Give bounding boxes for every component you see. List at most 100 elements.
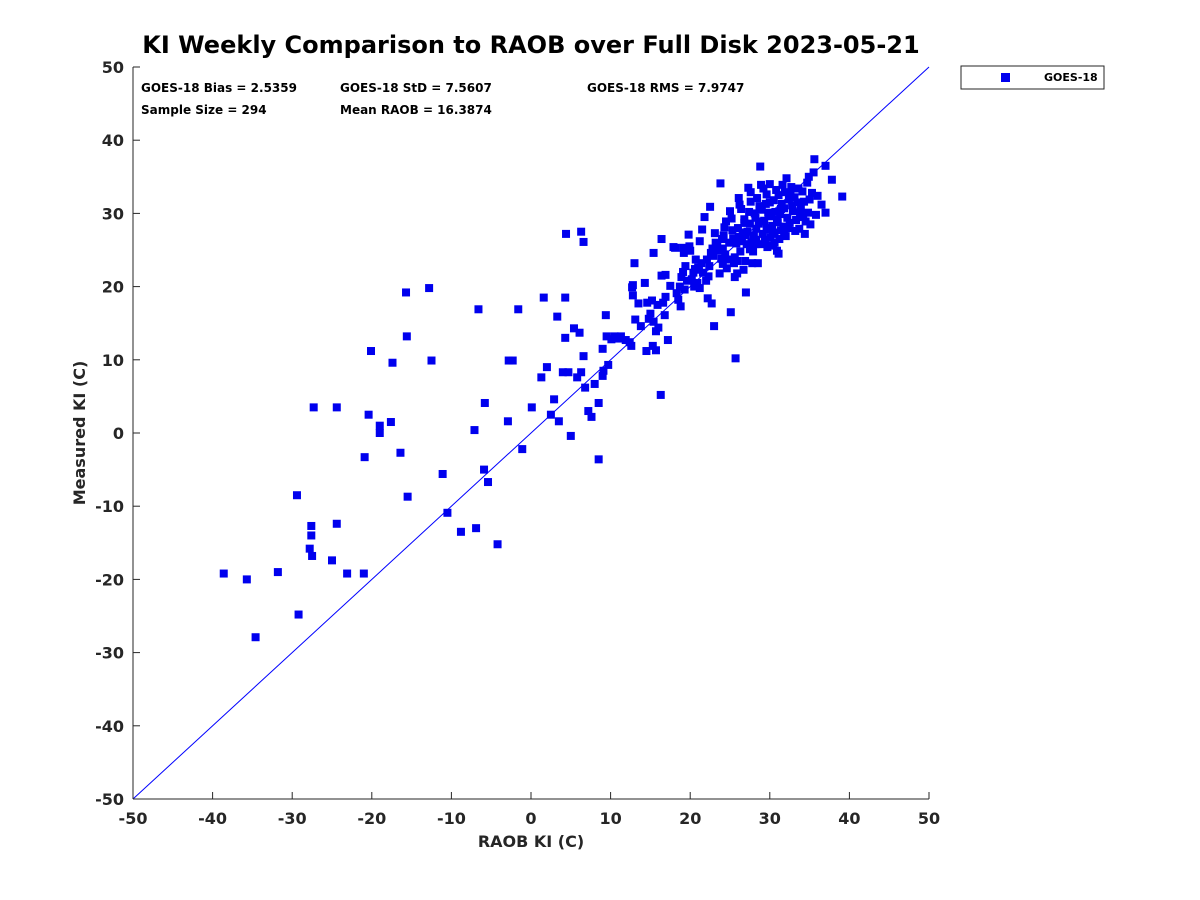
data-point [328, 556, 336, 565]
data-point [360, 453, 369, 462]
data-point [720, 223, 729, 232]
data-point [751, 240, 760, 249]
data-point [480, 465, 489, 474]
data-point [587, 412, 596, 421]
data-point [744, 183, 753, 192]
data-point [811, 210, 820, 219]
data-point [768, 221, 777, 230]
data-point [590, 379, 599, 388]
data-point [727, 214, 736, 223]
data-point [577, 227, 586, 236]
data-point [799, 213, 808, 222]
data-point [817, 200, 826, 209]
data-point [643, 298, 652, 307]
data-point [651, 346, 660, 355]
data-point [785, 218, 794, 227]
y-tick-label: -20 [95, 570, 124, 589]
data-point [518, 445, 527, 454]
x-tick-label: -40 [198, 809, 227, 828]
data-point [569, 324, 578, 333]
data-point [242, 575, 251, 584]
data-point [573, 373, 582, 382]
axes: -50 -40 -30 -20 -10 0 10 20 30 40 50 -50-40-30-20-… [95, 58, 940, 828]
y-tick-label: 20 [102, 278, 124, 297]
data-point [709, 251, 718, 260]
data-point [653, 300, 662, 309]
data-point [775, 235, 784, 244]
data-point [308, 551, 317, 560]
data-point [783, 213, 792, 222]
data-point [305, 544, 314, 553]
x-tick-label: 10 [599, 809, 621, 828]
data-point [774, 191, 783, 200]
x-tick-label: 50 [918, 809, 940, 828]
data-point [649, 317, 658, 326]
data-point [710, 322, 719, 331]
data-point [697, 259, 706, 268]
y-tick-label: 50 [102, 58, 124, 77]
data-point [659, 298, 668, 307]
data-point [375, 421, 384, 430]
data-point [562, 229, 571, 238]
data-point [343, 569, 352, 578]
data-point [527, 403, 536, 412]
data-point [725, 238, 734, 247]
data-point [780, 188, 789, 197]
data-point [679, 248, 688, 257]
data-point [706, 202, 715, 211]
data-point [782, 174, 791, 183]
data-point [367, 347, 376, 356]
data-point [695, 237, 704, 246]
data-point [734, 232, 743, 241]
data-point [402, 288, 411, 297]
data-point [730, 253, 739, 262]
data-point [359, 569, 368, 578]
data-point [542, 363, 551, 372]
data-point [731, 354, 740, 363]
data-point [219, 569, 228, 578]
data-point [503, 417, 512, 426]
data-point [698, 225, 707, 234]
data-point [705, 262, 714, 271]
data-point [364, 410, 373, 419]
x-tick-label: -20 [357, 809, 386, 828]
data-point [791, 226, 800, 235]
data-point [294, 610, 303, 619]
stat-bias: GOES-18 Bias = 2.5359 [141, 81, 297, 95]
data-point [771, 207, 780, 216]
data-point [821, 161, 830, 170]
legend-label-goes-18: GOES-18 [1044, 71, 1098, 84]
y-tick-label: 40 [102, 131, 124, 150]
data-point [388, 358, 397, 367]
data-point [640, 278, 649, 287]
data-point [644, 314, 653, 323]
data-point [579, 237, 588, 246]
y-tick-label: -30 [95, 644, 124, 663]
data-point [427, 356, 436, 365]
data-point [656, 390, 665, 399]
data-point [700, 213, 709, 222]
y-tick-label: -40 [95, 717, 124, 736]
data-point [539, 293, 548, 302]
data-point [636, 322, 645, 331]
stat-std: GOES-18 StD = 7.5607 [340, 81, 492, 95]
data-point [669, 243, 678, 252]
data-point [642, 347, 651, 356]
data-point [679, 267, 688, 276]
data-point [694, 265, 703, 274]
data-point [601, 311, 610, 320]
data-point [584, 407, 593, 416]
data-point [273, 568, 282, 577]
data-point [784, 224, 793, 233]
data-point [804, 208, 813, 217]
data-point [718, 244, 727, 253]
stat-sample-size: Sample Size = 294 [141, 103, 267, 117]
data-point [794, 184, 803, 193]
data-point [787, 183, 796, 192]
y-axis-ticks: -50 -40 -30 -20 -10 0 10 20 30 40 50 [95, 58, 140, 809]
data-point [745, 207, 754, 216]
data-point [661, 270, 670, 279]
data-point [375, 429, 384, 437]
data-point [760, 216, 769, 225]
data-point [755, 217, 764, 226]
